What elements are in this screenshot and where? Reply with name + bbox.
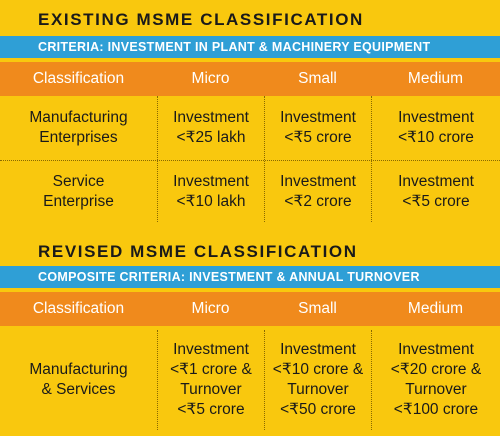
existing-row-service: Service Enterprise Investment <₹10 lakh … bbox=[0, 160, 500, 222]
row-label-line: & Services bbox=[41, 381, 116, 398]
cell-micro: Investment <₹10 lakh bbox=[157, 161, 264, 222]
cell-line: Investment bbox=[398, 341, 474, 358]
existing-criteria-bar: CRITERIA: INVESTMENT IN PLANT & MACHINER… bbox=[0, 36, 500, 58]
cell-small: Investment <₹10 crore & Turnover <₹50 cr… bbox=[264, 330, 371, 430]
cell-line: Investment bbox=[173, 109, 249, 126]
cell-line: <₹20 crore & bbox=[390, 361, 482, 378]
existing-section-title: EXISTING MSME CLASSIFICATION bbox=[38, 10, 364, 29]
cell-medium: Investment <₹10 crore bbox=[371, 96, 500, 160]
cell-line: Investment bbox=[173, 341, 249, 358]
cell-line: <₹10 crore & bbox=[272, 361, 364, 378]
row-label: Manufacturing Enterprises bbox=[0, 96, 157, 160]
header-classification: Classification bbox=[32, 70, 125, 87]
cell-medium: Investment <₹5 crore bbox=[371, 161, 500, 222]
cell-medium: Investment <₹20 crore & Turnover <₹100 c… bbox=[371, 330, 500, 430]
header-medium: Medium bbox=[407, 70, 464, 87]
cell-small: Investment <₹2 crore bbox=[264, 161, 371, 222]
header-small: Small bbox=[298, 300, 337, 317]
cell-line: <₹5 crore bbox=[177, 401, 245, 418]
cell-line: Investment bbox=[280, 341, 356, 358]
cell-line: Investment bbox=[398, 172, 474, 190]
cell-line: Turnover bbox=[405, 381, 467, 398]
cell-line: <₹2 crore bbox=[284, 192, 352, 210]
header-classification: Classification bbox=[32, 300, 125, 317]
revised-criteria-bar: COMPOSITE CRITERIA: INVESTMENT & ANNUAL … bbox=[0, 266, 500, 288]
cell-line: <₹1 crore & bbox=[170, 361, 252, 378]
revised-row-manufacturing-services: Manufacturing & Services Investment <₹1 … bbox=[0, 330, 500, 430]
row-label-line: Enterprises bbox=[39, 129, 118, 146]
revised-header-row: Classification Micro Small Medium bbox=[0, 292, 500, 326]
cell-line: <₹25 lakh bbox=[176, 129, 246, 146]
cell-line: Turnover bbox=[287, 381, 349, 398]
cell-micro: Investment <₹25 lakh bbox=[157, 96, 264, 160]
row-label-line: Manufacturing bbox=[29, 109, 128, 126]
cell-line: <₹5 crore bbox=[402, 192, 470, 210]
cell-line: Investment bbox=[280, 172, 356, 190]
cell-line: Investment bbox=[280, 109, 356, 126]
cell-small: Investment <₹5 crore bbox=[264, 96, 371, 160]
header-micro: Micro bbox=[191, 300, 230, 317]
row-label: Service Enterprise bbox=[0, 161, 157, 222]
row-label-line: Service bbox=[52, 172, 105, 190]
cell-line: Turnover bbox=[180, 381, 242, 398]
header-medium: Medium bbox=[407, 300, 464, 317]
cell-line: <₹10 lakh bbox=[176, 192, 246, 210]
cell-line: Investment bbox=[173, 172, 249, 190]
existing-header-row: Classification Micro Small Medium bbox=[0, 62, 500, 96]
cell-line: <₹5 crore bbox=[284, 129, 352, 146]
row-label: Manufacturing & Services bbox=[0, 330, 157, 430]
header-micro: Micro bbox=[191, 70, 230, 87]
row-label-line: Manufacturing bbox=[29, 361, 128, 378]
cell-line: <₹10 crore bbox=[398, 129, 474, 146]
cell-line: <₹50 crore bbox=[280, 401, 356, 418]
cell-line: Investment bbox=[398, 109, 474, 126]
header-small: Small bbox=[298, 70, 337, 87]
cell-micro: Investment <₹1 crore & Turnover <₹5 cror… bbox=[157, 330, 264, 430]
revised-section-title: REVISED MSME CLASSIFICATION bbox=[38, 242, 358, 261]
cell-line: <₹100 crore bbox=[393, 401, 479, 418]
existing-row-manufacturing: Manufacturing Enterprises Investment <₹2… bbox=[0, 96, 500, 160]
row-label-line: Enterprise bbox=[43, 192, 114, 210]
